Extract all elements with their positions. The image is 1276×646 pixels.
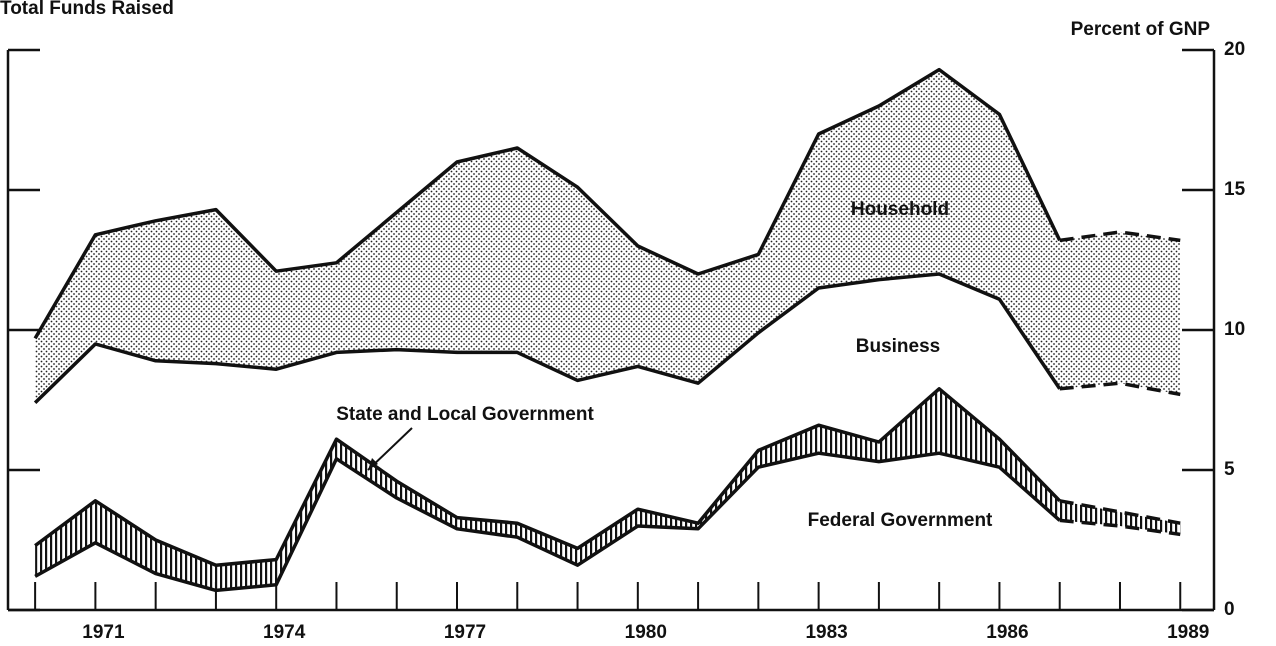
x-tick-label: 1986 <box>986 622 1028 643</box>
chart-title: Total Funds Raised <box>0 0 174 19</box>
annotation-arrowhead <box>368 458 378 470</box>
series-label: Business <box>856 336 940 357</box>
series-line <box>34 451 1061 593</box>
x-tick-label: 1971 <box>82 622 125 643</box>
x-tick-label: 1989 <box>1167 622 1209 643</box>
y-tick-label: 15 <box>1224 179 1246 200</box>
series-label: Federal Government <box>808 510 993 531</box>
area-fill <box>35 69 1181 403</box>
x-tick-label: 1983 <box>805 622 847 643</box>
series-line <box>33 272 1062 405</box>
y-tick-label: 0 <box>1224 599 1235 620</box>
y-tick-label: 5 <box>1224 459 1235 480</box>
projected-line <box>1059 518 1181 537</box>
series-line <box>34 387 1061 567</box>
series-line <box>33 67 1062 340</box>
y-tick-label: 10 <box>1224 319 1245 340</box>
y-axis-label: Percent of GNP <box>1071 19 1211 40</box>
series-label: State and Local Government <box>336 404 594 425</box>
x-tick-label: 1977 <box>444 622 486 643</box>
y-tick-label: 20 <box>1224 39 1245 60</box>
projected-line <box>1059 230 1181 243</box>
series-label: Household <box>851 199 949 220</box>
x-tick-label: 1974 <box>263 622 306 643</box>
projected-line <box>1059 381 1181 397</box>
plot-area <box>33 67 1181 610</box>
area-fill <box>35 274 1181 566</box>
area-fill <box>35 388 1181 591</box>
x-tick-label: 1980 <box>625 622 667 643</box>
